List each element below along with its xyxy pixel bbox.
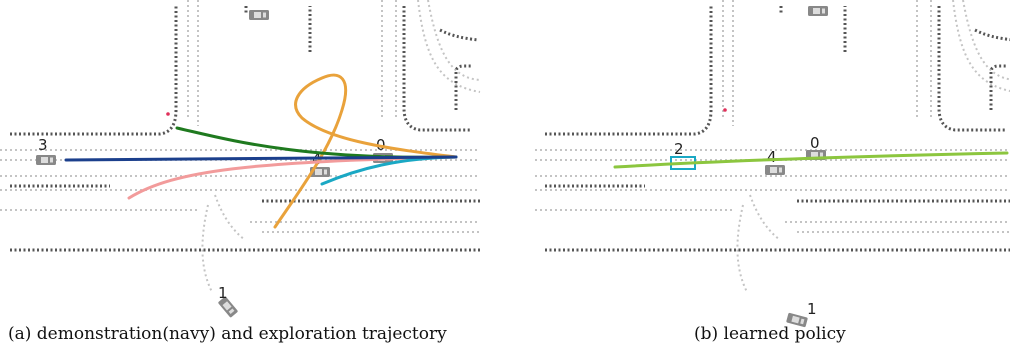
vehicle-icon	[36, 155, 56, 165]
vehicle-label: 1	[807, 300, 817, 318]
learned-policy-trajectory	[613, 151, 1009, 169]
vehicle-icon	[249, 10, 269, 20]
road-map	[0, 0, 482, 294]
demonstration-trajectory	[64, 155, 458, 162]
goal-marker	[166, 112, 170, 116]
vehicle-label: 4	[767, 148, 777, 166]
road-map	[533, 0, 1010, 294]
vehicle-label: 0	[810, 134, 820, 152]
exploration-trajectory	[127, 155, 458, 200]
vehicle-label: 1	[218, 284, 228, 302]
vehicle-label: 2	[674, 140, 684, 158]
vehicle-icon	[765, 165, 785, 175]
panel-a: 3 4 0 1	[0, 0, 482, 318]
vehicle-label: 3	[38, 136, 48, 154]
vehicle-icon	[808, 6, 828, 16]
exploration-trajectory	[273, 73, 458, 229]
caption-panel-a: (a) demonstration(navy) and exploration …	[8, 324, 447, 344]
goal-marker	[723, 108, 727, 112]
caption-panel-b: (b) learned policy	[694, 324, 846, 344]
panel-b: 2 4 0 1	[533, 0, 1010, 328]
